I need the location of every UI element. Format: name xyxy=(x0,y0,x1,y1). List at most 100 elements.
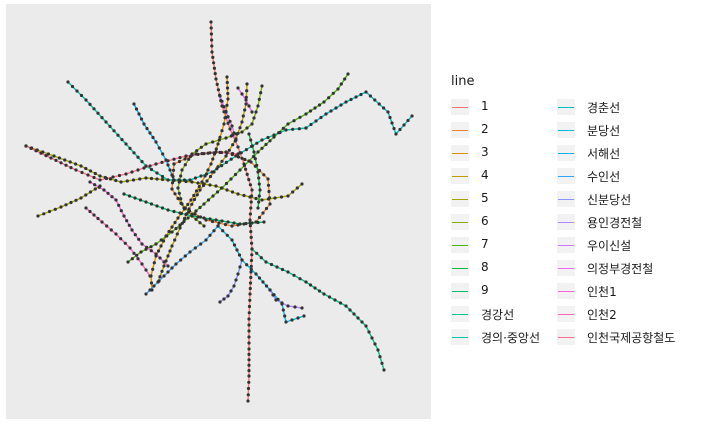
legend-key-line xyxy=(452,175,468,177)
legend-key xyxy=(451,99,469,115)
station-point xyxy=(124,142,128,146)
station-point xyxy=(215,82,219,86)
legend-label: 수인선 xyxy=(587,170,621,184)
station-point xyxy=(198,215,203,219)
station-point xyxy=(225,188,229,192)
station-point xyxy=(250,253,254,257)
station-point xyxy=(224,160,228,164)
station-point xyxy=(246,399,250,403)
station-point xyxy=(249,200,253,204)
legend-key xyxy=(451,191,469,207)
station-point xyxy=(189,198,193,202)
plot-panel xyxy=(6,4,431,419)
station-point xyxy=(192,193,196,198)
station-point xyxy=(376,348,380,352)
station-point xyxy=(79,196,83,200)
station-point xyxy=(173,220,177,225)
station-point xyxy=(256,104,260,108)
station-point xyxy=(167,229,171,234)
station-point xyxy=(210,44,214,48)
line-series-20 xyxy=(89,181,169,267)
station-point xyxy=(247,335,251,339)
station-point xyxy=(212,229,216,233)
station-point xyxy=(218,94,222,98)
station-point xyxy=(173,238,177,242)
legend-key xyxy=(451,306,469,322)
station-point xyxy=(247,329,251,333)
station-point xyxy=(110,195,114,199)
station-point xyxy=(242,193,246,198)
station-point xyxy=(179,197,183,201)
station-point xyxy=(247,347,251,351)
station-point xyxy=(225,86,230,90)
station-point xyxy=(102,188,106,192)
station-point xyxy=(364,90,368,94)
station-point xyxy=(220,129,224,133)
station-point xyxy=(256,150,260,154)
station-point xyxy=(160,177,165,182)
station-point xyxy=(220,186,224,190)
station-point xyxy=(130,170,134,174)
station-point xyxy=(154,252,158,256)
station-point xyxy=(88,180,92,184)
station-point xyxy=(96,111,100,115)
station-point xyxy=(322,100,326,104)
station-point xyxy=(213,72,217,76)
legend-key-line xyxy=(558,313,574,315)
station-point xyxy=(179,174,183,178)
station-point xyxy=(284,128,288,132)
station-point xyxy=(346,72,350,76)
station-point xyxy=(155,171,159,175)
station-point xyxy=(226,91,230,96)
legend-key-line xyxy=(452,290,468,292)
station-point xyxy=(160,174,165,179)
station-point xyxy=(247,317,251,321)
station-point xyxy=(166,163,170,167)
station-point xyxy=(261,280,265,284)
station-point xyxy=(262,220,266,224)
station-point xyxy=(224,154,228,158)
station-point xyxy=(232,284,236,288)
station-point xyxy=(142,166,146,170)
station-point xyxy=(373,98,377,102)
station-point xyxy=(257,182,261,186)
station-point xyxy=(249,258,254,263)
legend-key xyxy=(557,168,575,184)
station-point xyxy=(248,281,253,285)
station-point xyxy=(232,131,236,135)
station-point xyxy=(230,190,235,194)
station-point xyxy=(124,172,128,176)
legend-key-line xyxy=(558,152,574,154)
station-point xyxy=(205,179,209,183)
station-point xyxy=(236,152,240,156)
station-point xyxy=(275,265,279,269)
station-point xyxy=(264,206,269,211)
station-point xyxy=(29,146,33,150)
station-point xyxy=(144,164,148,168)
station-point xyxy=(248,195,252,199)
station-point xyxy=(148,164,152,168)
station-point xyxy=(388,115,392,120)
station-point xyxy=(338,301,343,305)
station-point xyxy=(236,86,240,90)
station-point xyxy=(222,122,226,126)
station-point xyxy=(268,202,272,206)
station-point xyxy=(236,192,240,196)
station-point xyxy=(250,221,254,225)
station-point xyxy=(286,304,290,308)
legend-key xyxy=(557,237,575,253)
station-point xyxy=(231,143,235,147)
station-point xyxy=(136,257,140,261)
station-point xyxy=(217,138,221,142)
station-point xyxy=(273,196,277,200)
station-point xyxy=(268,288,272,292)
station-point xyxy=(209,162,213,166)
station-point xyxy=(262,173,266,177)
station-point xyxy=(219,150,224,155)
station-point xyxy=(214,218,218,222)
station-point xyxy=(215,190,220,194)
station-point xyxy=(111,175,115,179)
station-point xyxy=(390,121,394,125)
line-series-10 xyxy=(251,248,385,371)
legend-key-line xyxy=(452,152,468,154)
